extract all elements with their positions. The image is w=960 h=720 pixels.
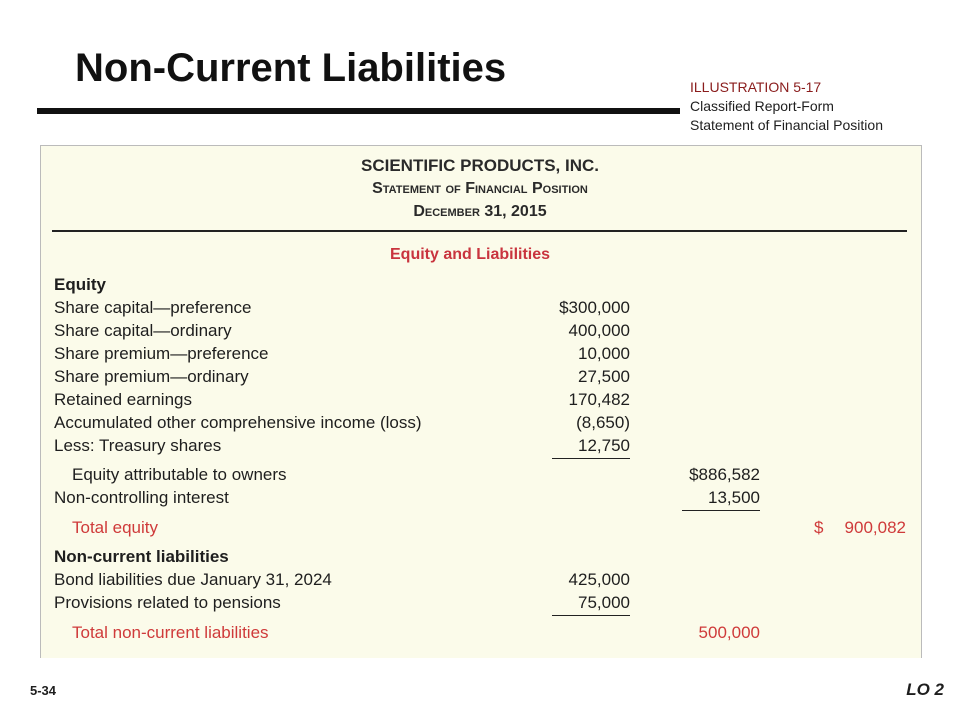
amount: $300,000 xyxy=(559,298,630,317)
company-name: SCIENTIFIC PRODUCTS, INC. xyxy=(360,156,599,175)
statement-row: Non-current liabilities xyxy=(0,546,960,568)
amount: 75,000 xyxy=(552,592,630,616)
statement-row: Accumulated other comprehensive income (… xyxy=(0,412,960,434)
statement-row: Total non-current liabilities 500,000 xyxy=(0,622,960,644)
row-label: Share premium—ordinary xyxy=(54,367,249,386)
row-label: Non-current liabilities xyxy=(54,547,229,566)
statement-row: Bond liabilities due January 31, 2024 425… xyxy=(0,569,960,591)
statement-row: Share capital—preference $300,000 xyxy=(0,297,960,319)
statement-row: Share premium—ordinary 27,500 xyxy=(0,366,960,388)
page-number: 5-34 xyxy=(30,683,57,698)
row-label: Equity xyxy=(54,275,106,294)
statement-name: Statement of Financial Position xyxy=(372,180,588,197)
illustration-number: ILLUSTRATION 5-17 xyxy=(690,79,822,95)
statement-row: Equity xyxy=(0,274,960,296)
row-label: Accumulated other comprehensive income (… xyxy=(54,413,422,432)
amount: 27,500 xyxy=(578,367,630,386)
illustration-caption: Classified Report-Form xyxy=(690,98,834,114)
total-cell: $900,082 xyxy=(814,517,906,539)
header-rule xyxy=(52,230,907,232)
amount: (8,650) xyxy=(576,413,630,432)
row-label: Total non-current liabilities xyxy=(72,623,269,642)
amount: 12,750 xyxy=(552,435,630,459)
statement-row: Share premium—preference 10,000 xyxy=(0,343,960,365)
learning-objective: LO 2 xyxy=(906,680,944,699)
row-label: Share premium—preference xyxy=(54,344,269,363)
row-label: Retained earnings xyxy=(54,390,192,409)
amount: 170,482 xyxy=(568,390,630,409)
row-label: Total equity xyxy=(72,518,158,537)
section-title: Equity and Liabilities xyxy=(390,246,551,263)
statement-row: Provisions related to pensions 75,000 xyxy=(0,592,960,616)
statement-row: Share capital—ordinary 400,000 xyxy=(0,320,960,342)
slide-title: Non-Current Liabilities xyxy=(75,46,507,90)
amount: 13,500 xyxy=(682,487,760,511)
statement-date: December 31, 2015 xyxy=(413,203,547,220)
row-label: Bond liabilities due January 31, 2024 xyxy=(54,570,332,589)
amount: 425,000 xyxy=(568,570,630,589)
row-label: Provisions related to pensions xyxy=(54,593,281,612)
statement-row: Non-controlling interest 13,500 xyxy=(0,487,960,511)
currency: $ xyxy=(814,518,824,537)
row-label: Share capital—preference xyxy=(54,298,252,317)
statement-row: Equity attributable to owners $886,582 xyxy=(0,464,960,486)
amount: $886,582 xyxy=(689,465,760,484)
statement-row: Retained earnings 170,482 xyxy=(0,389,960,411)
row-label: Non-controlling interest xyxy=(54,488,229,507)
amount: 900,082 xyxy=(844,518,906,537)
row-label: Share capital—ordinary xyxy=(54,321,232,340)
amount: 10,000 xyxy=(578,344,630,363)
row-label: Less: Treasury shares xyxy=(54,436,222,455)
statement-row: Total equity $900,082 xyxy=(0,517,960,539)
title-rule xyxy=(37,108,680,114)
statement-row: Less: Treasury shares 12,750 xyxy=(0,435,960,459)
illustration-caption: Statement of Financial Position xyxy=(690,117,883,133)
amount: 500,000 xyxy=(698,623,760,642)
amount: 400,000 xyxy=(568,321,630,340)
row-label: Equity attributable to owners xyxy=(72,465,287,484)
